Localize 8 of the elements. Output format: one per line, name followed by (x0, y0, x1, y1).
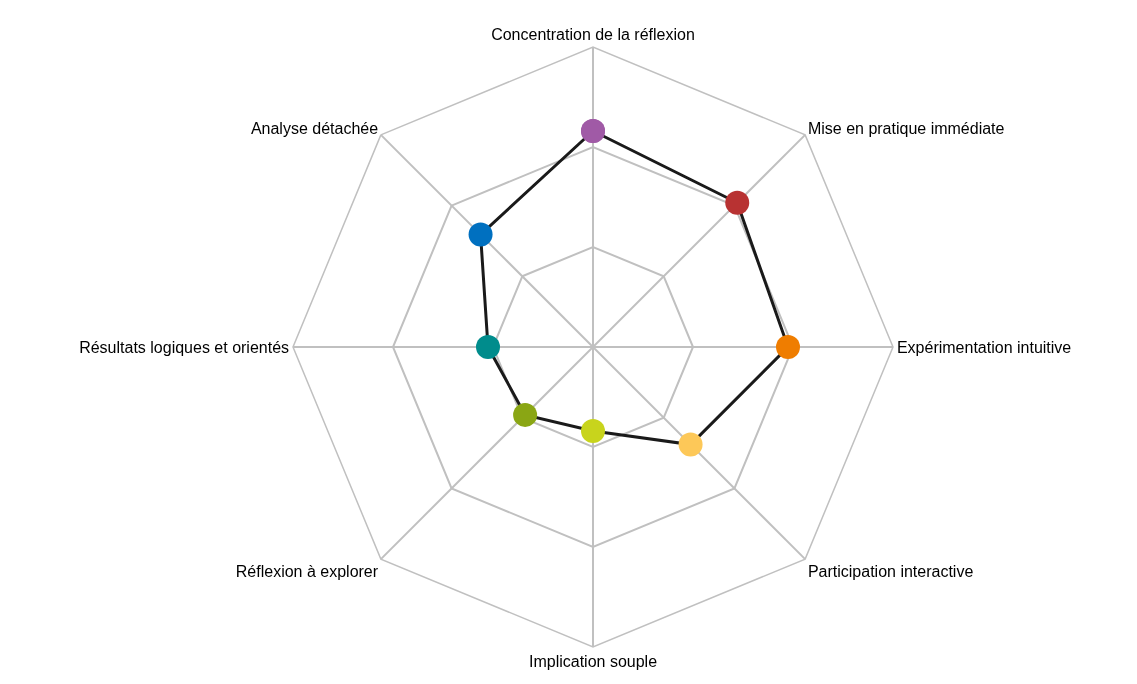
spoke-label: Réflexion à explorer (235, 563, 379, 581)
spoke-label: Participation interactive (807, 563, 974, 581)
spoke-label: Expérimentation intuitive (896, 338, 1072, 356)
spoke-label: Analyse détachée (250, 119, 379, 137)
spoke-label: Implication souple (528, 652, 658, 670)
spoke-label: Résultats logiques et orientés (79, 338, 290, 356)
spoke-label: Concentration de la réflexion (491, 25, 695, 43)
spoke-label: Mise en pratique immédiate (807, 119, 1005, 137)
